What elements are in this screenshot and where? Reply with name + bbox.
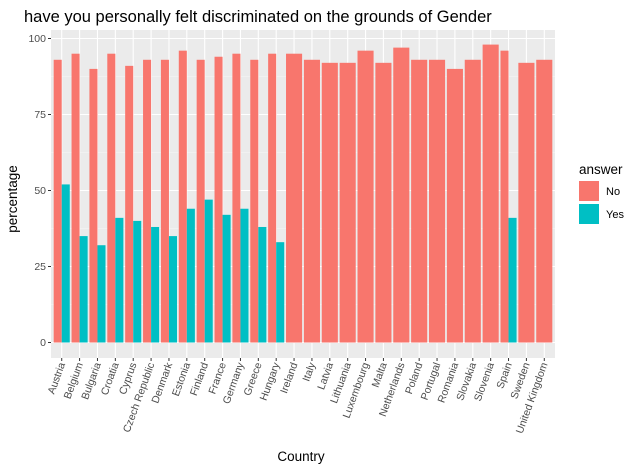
legend-key-no <box>579 181 599 201</box>
legend-key-yes <box>579 204 599 224</box>
y-tick-label: 0 <box>40 337 46 349</box>
y-axis: 0 25 50 75 100 <box>28 33 51 349</box>
bar-no-cyprus <box>125 65 134 343</box>
y-tick-label: 25 <box>34 261 46 273</box>
bar-no-malta <box>375 62 392 343</box>
y-axis-title: percentage <box>5 165 20 233</box>
legend-label-no: No <box>606 186 620 198</box>
bar-yes-belgium <box>79 236 88 343</box>
bar-no-luxembourg <box>357 50 374 343</box>
bar-no-austria <box>53 59 62 343</box>
bar-yes-czech-republic <box>151 226 160 343</box>
x-axis-title: Country <box>277 449 325 464</box>
bar-yes-germany <box>240 208 249 343</box>
bar-yes-greece <box>258 226 267 343</box>
y-tick-label: 100 <box>28 33 46 45</box>
bar-no-greece <box>250 59 259 343</box>
bar-no-germany <box>232 53 241 343</box>
bar-no-italy <box>303 59 320 343</box>
bar-no-spain <box>500 50 509 343</box>
bar-no-netherlands <box>393 47 410 343</box>
bar-yes-hungary <box>276 242 285 343</box>
bars <box>53 44 553 343</box>
bar-yes-bulgaria <box>97 245 106 343</box>
y-tick-label: 50 <box>34 185 46 197</box>
chart-title: have you personally felt discriminated o… <box>24 8 492 26</box>
legend-title: answer <box>579 162 623 177</box>
bar-yes-finland <box>204 199 213 343</box>
bar-no-slovenia <box>482 44 499 343</box>
bar-yes-cyprus <box>133 220 142 343</box>
bar-no-ireland <box>286 53 303 343</box>
bar-yes-spain <box>508 217 517 343</box>
y-tick-label: 75 <box>34 109 46 121</box>
bar-no-estonia <box>178 50 187 343</box>
bar-no-croatia <box>107 53 116 343</box>
x-tick-label: Italy <box>300 360 318 383</box>
bar-no-belgium <box>71 53 80 343</box>
legend: answer No Yes <box>579 162 624 224</box>
bar-no-denmark <box>160 59 169 343</box>
bar-yes-france <box>222 214 231 343</box>
legend-label-yes: Yes <box>606 209 624 221</box>
bar-no-latvia <box>321 62 338 343</box>
bar-no-slovakia <box>464 59 481 343</box>
bar-no-poland <box>411 59 428 343</box>
bar-yes-croatia <box>115 217 124 343</box>
bar-no-portugal <box>429 59 446 343</box>
bar-no-hungary <box>268 53 277 343</box>
bar-yes-denmark <box>168 236 177 343</box>
bar-no-sweden <box>518 62 535 343</box>
bar-no-united-kingdom <box>536 59 553 343</box>
bar-yes-austria <box>61 184 70 343</box>
bar-no-bulgaria <box>89 68 98 343</box>
bar-no-finland <box>196 59 205 343</box>
bar-no-romania <box>446 68 463 343</box>
bar-yes-estonia <box>186 208 195 343</box>
x-axis: AustriaBelgiumBulgariaCroatiaCyprusCzech… <box>46 358 551 435</box>
bar-no-lithuania <box>339 62 356 343</box>
bar-no-france <box>214 56 223 343</box>
bar-no-czech-republic <box>143 59 152 343</box>
